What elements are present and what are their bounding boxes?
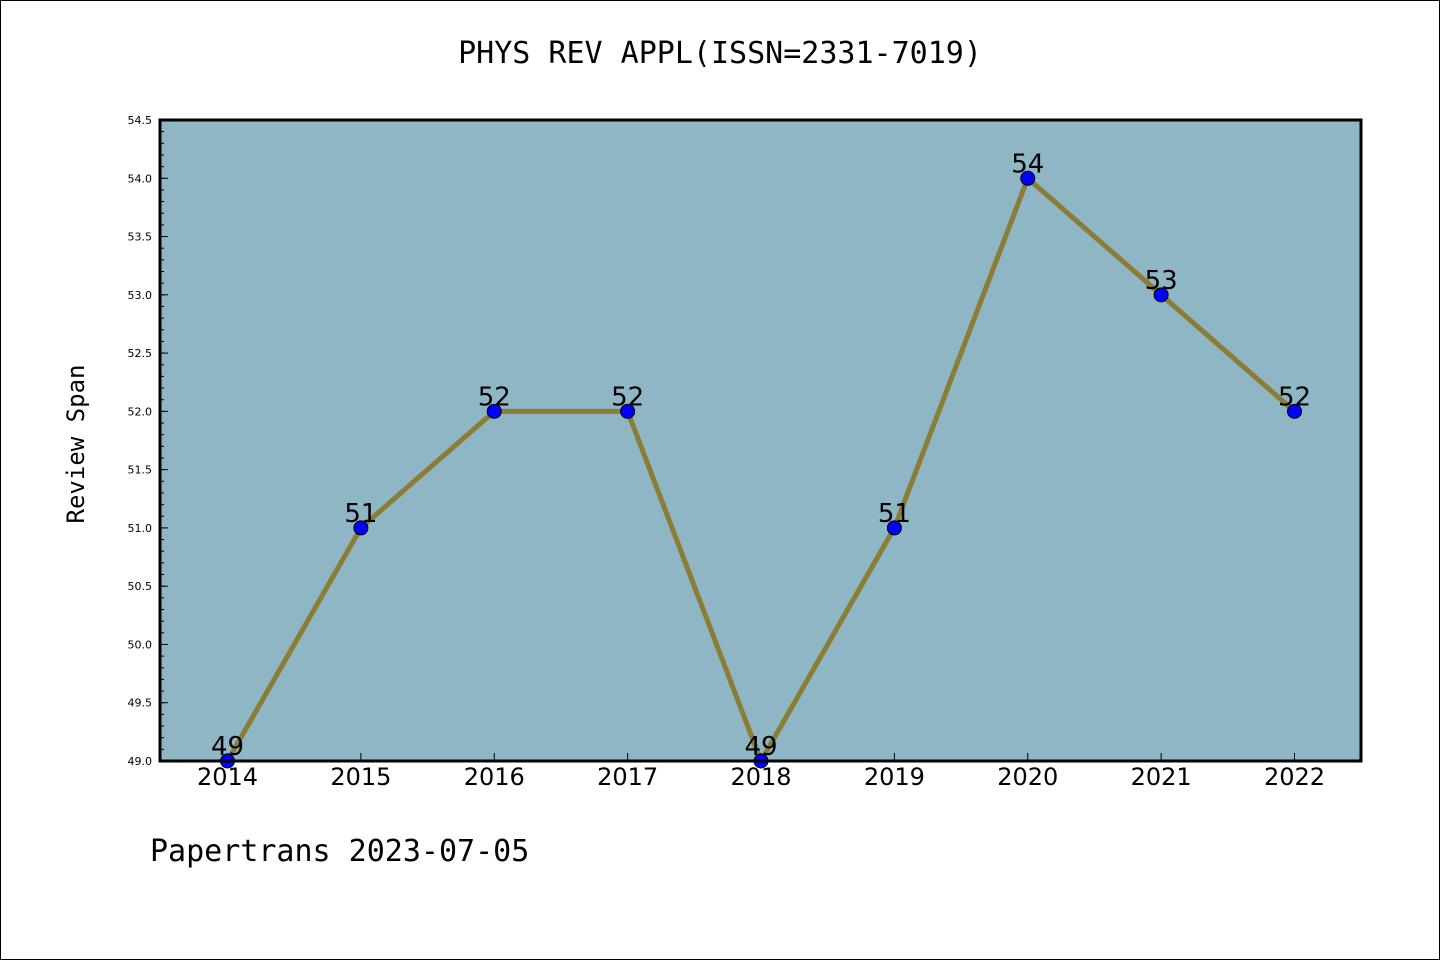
data-label: 51 bbox=[878, 499, 911, 529]
y-tick-label: 54.5 bbox=[128, 114, 153, 127]
plot-frame bbox=[158, 118, 1363, 763]
y-tick-label: 51.5 bbox=[128, 464, 153, 477]
y-tick-label: 54.0 bbox=[128, 172, 153, 185]
plot-area bbox=[160, 120, 1361, 761]
y-tick-label: 53.5 bbox=[128, 231, 153, 244]
footer-note: Papertrans 2023-07-05 bbox=[150, 834, 530, 869]
y-tick-label: 53.0 bbox=[128, 289, 153, 302]
data-point bbox=[886, 520, 902, 536]
data-label: 49 bbox=[744, 732, 777, 762]
x-tick-label: 2017 bbox=[597, 763, 658, 791]
data-point bbox=[1153, 287, 1169, 303]
x-tick-label: 2019 bbox=[864, 763, 925, 791]
y-tick-label: 50.5 bbox=[128, 580, 153, 593]
y-tick-label: 49.5 bbox=[128, 697, 153, 710]
y-tick-label: 50.0 bbox=[128, 638, 153, 651]
data-label: 49 bbox=[211, 732, 244, 762]
data-point bbox=[353, 520, 369, 536]
x-tick-label: 2016 bbox=[464, 763, 525, 791]
data-point bbox=[620, 403, 636, 419]
x-tick-label: 2022 bbox=[1264, 763, 1325, 791]
y-tick-label: 49.0 bbox=[128, 755, 153, 768]
data-label: 53 bbox=[1145, 266, 1178, 296]
data-label: 52 bbox=[611, 382, 644, 412]
data-point bbox=[1020, 170, 1036, 186]
y-tick-label: 51.0 bbox=[128, 522, 153, 535]
data-label: 51 bbox=[344, 499, 377, 529]
data-label: 52 bbox=[1278, 382, 1311, 412]
x-tick-label: 2015 bbox=[330, 763, 391, 791]
x-tick-label: 2021 bbox=[1131, 763, 1192, 791]
data-point bbox=[1287, 403, 1302, 419]
x-tick-label: 2020 bbox=[997, 763, 1058, 791]
data-point bbox=[486, 403, 502, 419]
data-label: 54 bbox=[1011, 149, 1044, 179]
y-tick-label: 52.0 bbox=[128, 405, 153, 418]
y-tick-label: 52.5 bbox=[128, 347, 153, 360]
chart-title: PHYS REV APPL(ISSN=2331-7019) bbox=[458, 36, 982, 71]
data-label: 52 bbox=[478, 382, 511, 412]
